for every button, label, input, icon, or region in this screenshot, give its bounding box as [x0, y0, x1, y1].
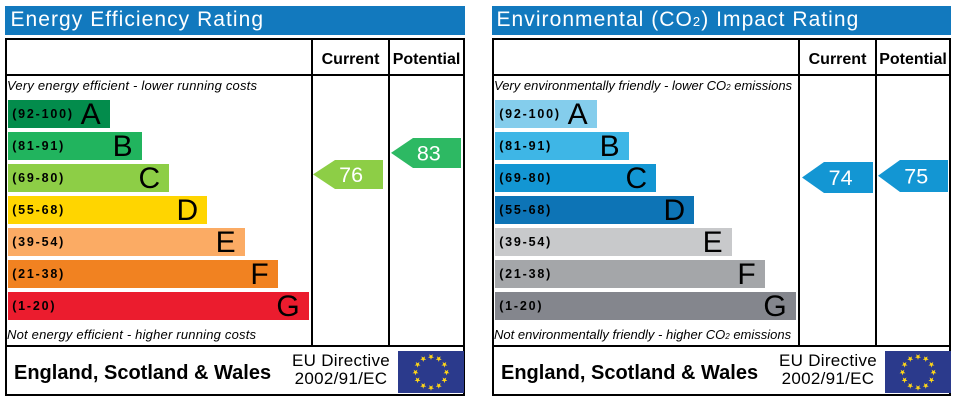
- svg-text:83: 83: [417, 142, 441, 166]
- svg-text:76: 76: [340, 163, 364, 187]
- svg-text:74: 74: [829, 166, 853, 190]
- svg-text:75: 75: [904, 165, 928, 189]
